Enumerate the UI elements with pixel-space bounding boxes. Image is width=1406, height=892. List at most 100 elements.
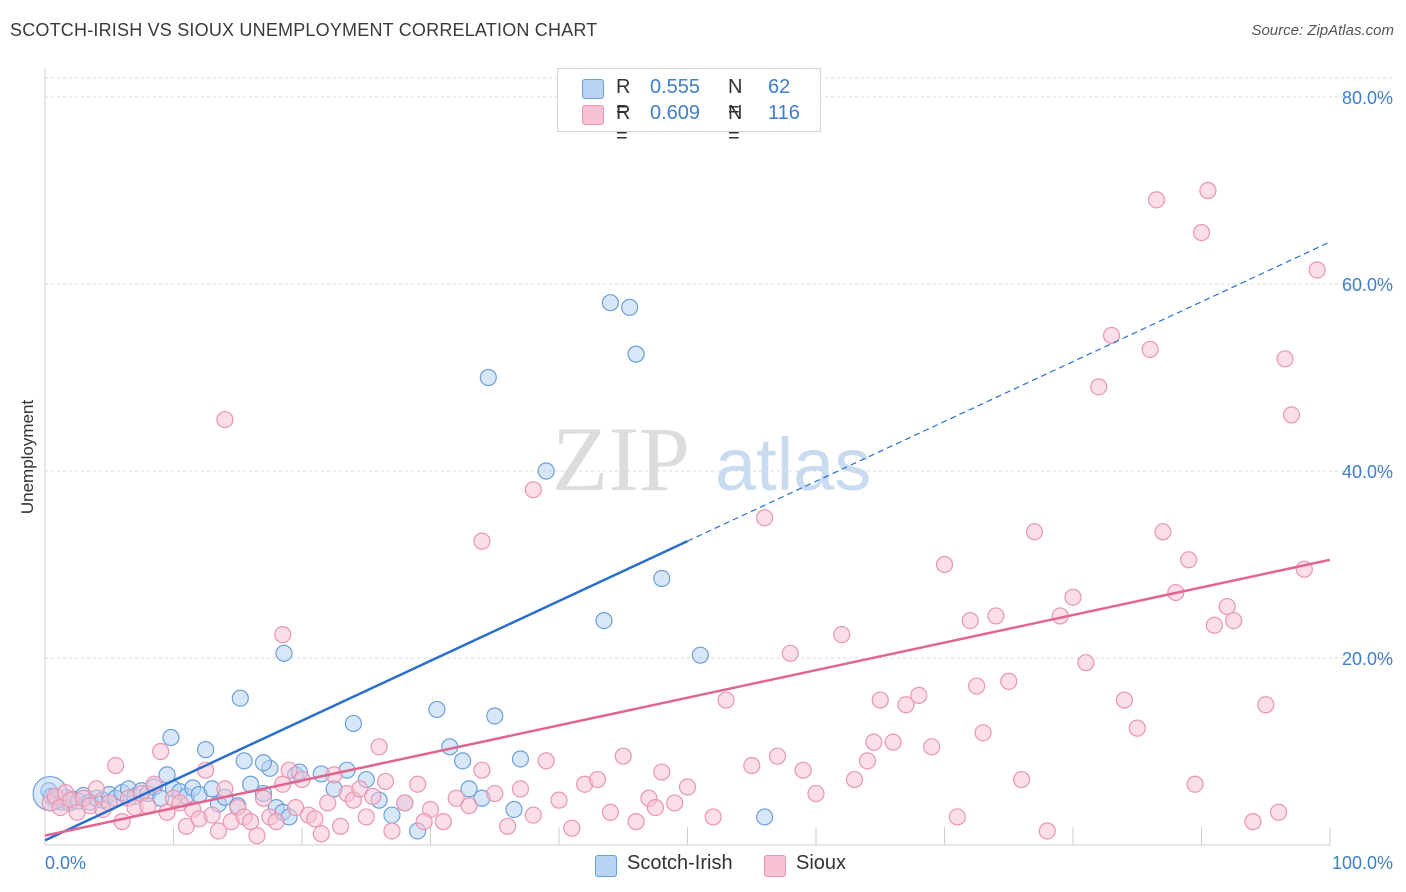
sioux-point <box>280 761 298 779</box>
sioux-point <box>704 808 722 826</box>
sioux-points <box>41 181 1326 845</box>
scotch-irish-point <box>254 754 273 772</box>
bottom-legend-swatch-sioux <box>764 855 786 877</box>
sioux-point <box>396 794 414 812</box>
sioux-point <box>845 770 864 789</box>
sioux-point <box>550 791 568 809</box>
sioux-point <box>781 644 799 662</box>
sioux-point <box>794 761 812 779</box>
sioux-point <box>537 752 555 770</box>
legend-r-value: 0.609 <box>650 102 701 124</box>
sioux-point <box>1257 696 1275 714</box>
chart-title: SCOTCH-IRISH VS SIOUX UNEMPLOYMENT CORRE… <box>10 20 598 40</box>
scotch-irish-point <box>479 368 497 387</box>
bottom-legend-label: Sioux <box>796 852 847 874</box>
sioux-point <box>242 813 260 831</box>
sioux-point <box>1077 654 1095 672</box>
sioux-point <box>1090 378 1108 396</box>
sioux-point <box>987 607 1005 625</box>
sioux-point <box>601 803 620 821</box>
scotch-irish-point <box>162 728 180 747</box>
scotch-irish-point <box>460 780 478 798</box>
sioux-point <box>1192 223 1211 242</box>
sioux-point <box>968 677 986 695</box>
sioux-point <box>357 808 375 826</box>
scotch-irish-point <box>454 752 472 770</box>
sioux-point <box>588 770 607 789</box>
sioux-point <box>768 747 787 765</box>
sioux-point <box>447 789 465 807</box>
sioux-point <box>871 691 889 709</box>
scotch-irish-point <box>537 462 555 480</box>
sioux-point <box>1186 775 1204 793</box>
sioux-point <box>627 813 645 831</box>
sioux-point <box>961 611 979 630</box>
sioux-point <box>306 810 324 828</box>
sioux-point <box>1115 691 1134 709</box>
sioux-point <box>434 813 452 831</box>
sioux-point <box>717 691 735 709</box>
legend-swatch-scotch-irish <box>582 79 604 99</box>
sioux-point <box>524 806 542 824</box>
sioux-point <box>935 555 954 574</box>
watermark-atlas: atlas <box>715 423 871 506</box>
sioux-point <box>473 761 491 779</box>
sioux-point <box>524 481 542 499</box>
sioux-point <box>1025 523 1044 541</box>
legend-r-label: R = <box>616 76 631 121</box>
legend-swatch-sioux <box>582 105 604 125</box>
scotch-irish-point <box>235 752 253 770</box>
legend: R = 0.555 N = 62 R = 0.609 N = 116 <box>557 68 821 147</box>
sioux-point <box>511 780 530 798</box>
sioux-point <box>1147 191 1166 209</box>
scotch-irish-point <box>653 569 671 588</box>
scotch-irish-point <box>755 808 774 826</box>
sioux-point <box>1102 326 1121 345</box>
sioux-point <box>107 756 125 775</box>
sioux-point <box>331 817 350 835</box>
source-label: Source: ZipAtlas.com <box>1251 22 1394 39</box>
legend-r-label: R = <box>616 102 631 147</box>
watermark-zip: ZIP <box>552 408 690 510</box>
sioux-point <box>376 772 395 791</box>
sioux-point <box>319 794 337 812</box>
scotch-irish-point <box>511 750 530 768</box>
scotch-irish-point <box>231 689 249 707</box>
sioux-point <box>87 780 106 798</box>
sioux-point <box>1225 611 1243 630</box>
sioux-point <box>974 724 992 742</box>
sioux-point <box>884 733 902 751</box>
sioux-point <box>267 813 285 831</box>
sioux-point <box>653 763 671 781</box>
sioux-point <box>666 794 684 812</box>
sioux-point <box>1012 770 1031 789</box>
tick-labels: 20.0% 40.0% 60.0% 80.0% 0.0% 100.0% <box>45 88 1393 873</box>
sioux-point <box>948 808 966 826</box>
sioux-point <box>415 813 433 831</box>
sioux-point <box>209 822 228 840</box>
legend-n-label: N = <box>728 102 743 147</box>
sioux-point <box>910 686 928 705</box>
sioux-point <box>370 738 388 756</box>
sioux-point <box>1141 340 1159 359</box>
y-tick-label: 80.0% <box>1342 88 1393 108</box>
sioux-point <box>1000 672 1018 690</box>
sioux-point <box>177 817 195 835</box>
sioux-point <box>563 819 581 837</box>
legend-n-label: N = <box>728 76 743 121</box>
y-axis-label: Unemployment <box>18 400 37 515</box>
sioux-point <box>865 733 883 751</box>
scotch-irish-points <box>32 294 774 840</box>
bottom-legend-swatch-scotch-irish <box>595 855 617 877</box>
scotch-irish-point <box>486 707 504 725</box>
trend-lines <box>44 241 1331 842</box>
scotch-irish-point <box>428 700 446 719</box>
scotch-irish-point <box>595 611 613 630</box>
scotch-irish-point <box>344 714 362 733</box>
sioux-point <box>1154 523 1172 541</box>
grid-lines <box>45 77 1392 659</box>
sioux-point <box>807 784 825 803</box>
scotch-irish-point <box>197 741 215 759</box>
sioux-point <box>923 738 941 756</box>
y-tick-label: 40.0% <box>1342 462 1393 482</box>
